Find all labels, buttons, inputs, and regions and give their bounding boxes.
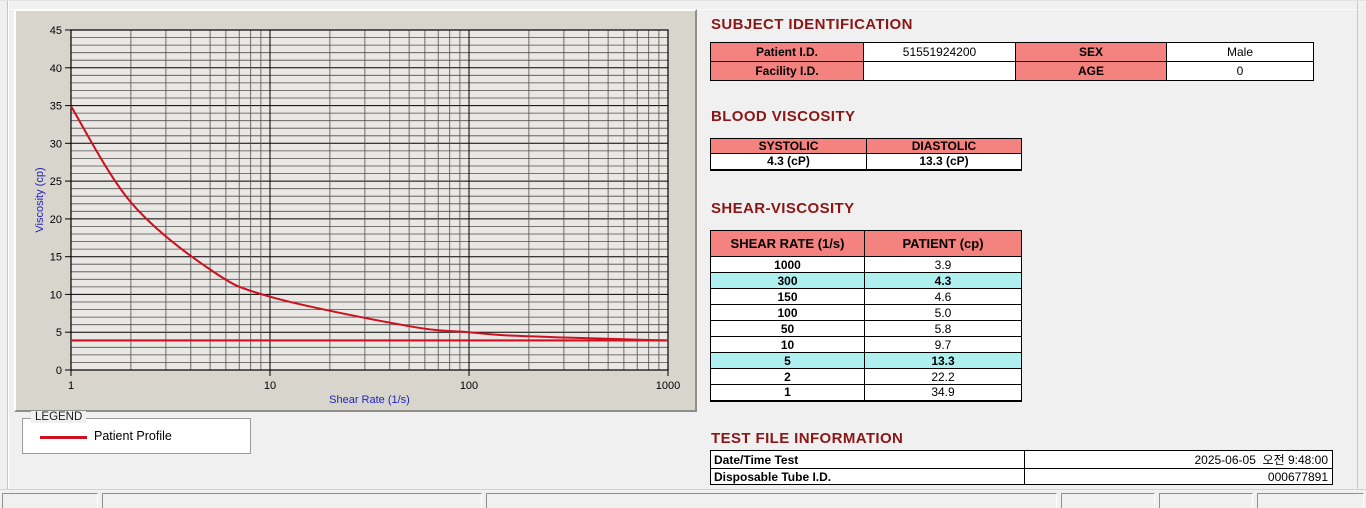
status-panel [1257, 493, 1364, 508]
status-panel [486, 493, 1057, 508]
patient-viscosity-cell: 34.9 [864, 384, 1022, 401]
svg-text:0: 0 [56, 365, 62, 377]
svg-text:25: 25 [50, 176, 62, 188]
shear-rate-cell: 10 [710, 336, 865, 353]
shear-table-body: 1000 3.9 300 4.3 150 4.6 100 5.0 50 5.8 10 9.7 5 13.3… [710, 256, 1022, 401]
right-frame-edge [1357, 1, 1358, 489]
svg-text:1: 1 [68, 380, 74, 392]
table-row: Date/Time Test 2025-06-05 오전 9:48:00 [710, 450, 1333, 469]
table-row: 4.3 (cP) 13.3 (cP) [710, 153, 1022, 170]
blood-viscosity-table: SYSTOLIC DIASTOLIC 4.3 (cP) 13.3 (cP) [710, 138, 1022, 171]
svg-text:10: 10 [264, 380, 276, 392]
table-row: Facility I.D. AGE 0 [710, 61, 1314, 81]
disposable-tube-id-value: 000677891 [1024, 468, 1333, 485]
table-row: 300 4.3 [710, 272, 1022, 289]
svg-text:40: 40 [50, 63, 62, 75]
facility-id-label: Facility I.D. [710, 61, 864, 81]
shear-viscosity-chart-panel: 0 5 10 15 20 25 30 35 40 45 1 10 100 1000 Shear Rate (… [14, 9, 697, 412]
patient-viscosity-cell: 5.8 [864, 320, 1022, 337]
patient-viscosity-cell: 5.0 [864, 304, 1022, 321]
table-row: Disposable Tube I.D. 000677891 [710, 468, 1333, 485]
svg-text:100: 100 [460, 380, 478, 392]
shear-rate-cell: 5 [710, 352, 865, 369]
date-time-test-value: 2025-06-05 오전 9:48:00 [1024, 450, 1333, 469]
facility-id-value [863, 61, 1016, 81]
age-label: AGE [1015, 61, 1167, 81]
table-row: 10 9.7 [710, 336, 1022, 353]
patient-viscosity-cell: 9.7 [864, 336, 1022, 353]
diastolic-value: 13.3 (cP) [866, 153, 1022, 170]
systolic-header: SYSTOLIC [710, 138, 867, 154]
table-row: 50 5.8 [710, 320, 1022, 337]
patient-viscosity-cell: 3.9 [864, 256, 1022, 273]
table-row: 1000 3.9 [710, 256, 1022, 273]
section-title-blood-viscosity: BLOOD VISCOSITY [711, 108, 856, 125]
table-header-row: SYSTOLIC DIASTOLIC [710, 138, 1022, 154]
shear-viscosity-table: SHEAR RATE (1/s) PATIENT (cp) 1000 3.9 300… [710, 230, 1022, 402]
table-header-row: SHEAR RATE (1/s) PATIENT (cp) [710, 230, 1022, 257]
table-row: 150 4.6 [710, 288, 1022, 305]
status-panel [1061, 493, 1155, 508]
patient-cp-header: PATIENT (cp) [864, 230, 1022, 257]
patient-viscosity-cell: 22.2 [864, 368, 1022, 385]
table-row: 2 22.2 [710, 368, 1022, 385]
subject-identification-table: Patient I.D. 51551924200 SEX Male Facili… [710, 42, 1314, 81]
svg-text:30: 30 [50, 138, 62, 150]
test-file-information-table: Date/Time Test 2025-06-05 오전 9:48:00 Dis… [710, 450, 1333, 485]
shear-rate-cell: 2 [710, 368, 865, 385]
patient-viscosity-cell: 4.3 [864, 272, 1022, 289]
svg-text:35: 35 [50, 101, 62, 113]
systolic-value: 4.3 (cP) [710, 153, 867, 170]
shear-rate-cell: 50 [710, 320, 865, 337]
shear-rate-cell: 150 [710, 288, 865, 305]
chart-legend: LEGEND Patient Profile [22, 411, 251, 454]
patient-viscosity-cell: 4.6 [864, 288, 1022, 305]
shear-rate-cell: 100 [710, 304, 865, 321]
status-panel [2, 493, 98, 508]
status-panel [102, 493, 482, 508]
viscosity-chart: 0 5 10 15 20 25 30 35 40 45 1 10 100 1000 Shear Rate (… [16, 11, 695, 410]
left-frame-groove [7, 1, 9, 489]
status-bar [0, 489, 1366, 508]
shear-rate-cell: 1000 [710, 256, 865, 273]
shear-rate-cell: 300 [710, 272, 865, 289]
patient-id-value: 51551924200 [863, 42, 1016, 62]
patient-viscosity-cell: 13.3 [864, 352, 1022, 369]
svg-text:20: 20 [50, 214, 62, 226]
sex-label: SEX [1015, 42, 1167, 62]
shear-rate-header: SHEAR RATE (1/s) [710, 230, 865, 257]
status-panel [1159, 493, 1253, 508]
svg-text:5: 5 [56, 327, 62, 339]
patient-id-label: Patient I.D. [710, 42, 864, 62]
svg-text:1000: 1000 [656, 380, 680, 392]
svg-text:45: 45 [50, 25, 62, 37]
table-row: 100 5.0 [710, 304, 1022, 321]
legend-entry-label: Patient Profile [94, 429, 172, 443]
svg-text:Shear Rate (1/s): Shear Rate (1/s) [329, 394, 410, 406]
section-title-test-file-information: TEST FILE INFORMATION [711, 430, 904, 447]
disposable-tube-id-label: Disposable Tube I.D. [710, 468, 1025, 485]
table-row: 1 34.9 [710, 384, 1022, 401]
sex-value: Male [1166, 42, 1314, 62]
svg-text:15: 15 [50, 252, 62, 264]
shear-rate-cell: 1 [710, 384, 865, 401]
date-time-test-label: Date/Time Test [710, 450, 1025, 469]
table-row: Patient I.D. 51551924200 SEX Male [710, 42, 1314, 62]
patient-profile-line-swatch [40, 436, 87, 439]
age-value: 0 [1166, 61, 1314, 81]
svg-text:10: 10 [50, 289, 62, 301]
legend-group-title: LEGEND [31, 411, 87, 423]
table-row: 5 13.3 [710, 352, 1022, 369]
svg-text:Viscosity (cp): Viscosity (cp) [34, 167, 46, 232]
section-title-shear-viscosity: SHEAR-VISCOSITY [711, 200, 855, 217]
section-title-subject-identification: SUBJECT IDENTIFICATION [711, 16, 913, 33]
diastolic-header: DIASTOLIC [866, 138, 1022, 154]
